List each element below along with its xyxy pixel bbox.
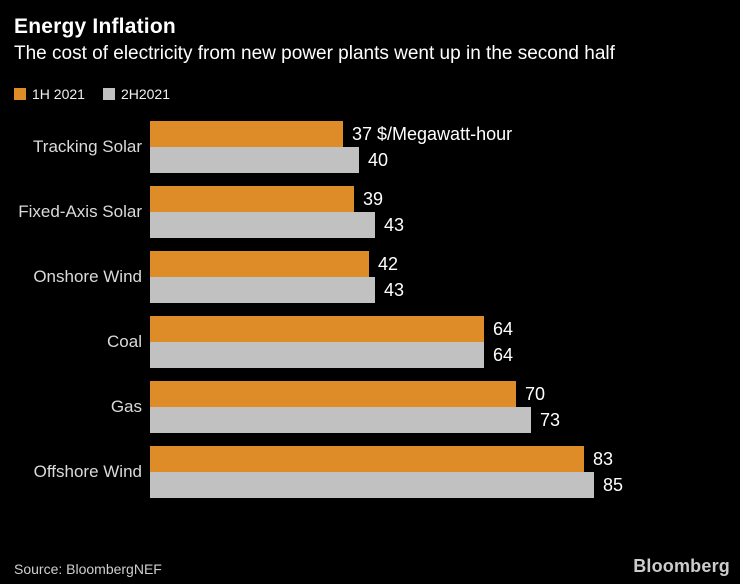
legend-swatch-1h2021 [14, 88, 26, 100]
bar-chart-plot: Tracking Solar 37 $/Megawatt-hour 40 Fixed-… [0, 121, 740, 498]
chart-subtitle: The cost of electricity from new power p… [14, 43, 615, 64]
legend-label: 2H2021 [120, 86, 170, 102]
bar-pair: 42 43 [150, 251, 740, 303]
value-label: 73 [540, 409, 561, 430]
value-label: 43 [384, 214, 405, 235]
bar-line: 37 $/Megawatt-hour [150, 121, 740, 147]
bar-group: Onshore Wind 42 43 [0, 251, 740, 303]
bar-group: Gas 70 73 [0, 381, 740, 433]
value-label: 40 [368, 149, 389, 170]
bar-pair: 83 85 [150, 446, 740, 498]
legend-item-1h2021: 1H 2021 [14, 86, 85, 102]
bar-line: 73 [150, 407, 740, 433]
value-label: 39 [363, 188, 384, 209]
bar-2h2021 [150, 212, 375, 238]
bar-line: 64 [150, 342, 740, 368]
category-label: Coal [107, 332, 142, 351]
bar-line: 64 [150, 316, 740, 342]
bar-pair: 70 73 [150, 381, 740, 433]
value-label: 43 [384, 279, 405, 300]
category-label: Onshore Wind [33, 267, 142, 286]
bar-1h2021 [150, 316, 484, 342]
value-label: 70 [525, 383, 546, 404]
value-label: 37 $/Megawatt-hour [352, 123, 513, 144]
bar-pair: 64 64 [150, 316, 740, 368]
source-note: Source: BloombergNEF [14, 561, 162, 577]
category-label: Offshore Wind [33, 462, 142, 481]
bar-line: 40 [150, 147, 740, 173]
bar-1h2021 [150, 446, 584, 472]
legend: 1H 2021 2H2021 [14, 86, 726, 102]
bar-line: 39 [150, 186, 740, 212]
bar-group: Tracking Solar 37 $/Megawatt-hour 40 [0, 121, 740, 173]
bar-line: 70 [150, 381, 740, 407]
bar-group: Offshore Wind 83 85 [0, 446, 740, 498]
legend-swatch-2h2021 [102, 88, 115, 100]
bar-pair: 37 $/Megawatt-hour 40 [150, 121, 740, 173]
category-label: Tracking Solar [33, 137, 142, 156]
bloomberg-logo: Bloomberg [633, 556, 730, 576]
value-label: 64 [493, 344, 514, 365]
bar-1h2021 [150, 251, 369, 277]
bar-line: 85 [150, 472, 740, 498]
chart-footer: Source: BloombergNEF Bloomberg [14, 556, 730, 577]
bar-group: Fixed-Axis Solar 39 43 [0, 186, 740, 238]
bar-2h2021 [150, 277, 375, 303]
category-label: Fixed-Axis Solar [18, 202, 142, 221]
bar-line: 42 [150, 251, 740, 277]
bar-line: 43 [150, 212, 740, 238]
bar-1h2021 [150, 381, 516, 407]
value-label: 42 [378, 253, 399, 274]
value-label: 83 [593, 448, 614, 469]
category-label: Gas [110, 397, 142, 416]
bar-2h2021 [150, 472, 594, 498]
bar-2h2021 [150, 342, 484, 368]
legend-label: 1H 2021 [32, 86, 85, 102]
value-label: 85 [603, 474, 624, 495]
chart-header: Energy Inflation The cost of electricity… [0, 0, 740, 102]
value-label: 64 [493, 318, 514, 339]
bar-2h2021 [150, 147, 359, 173]
bar-1h2021 [150, 121, 343, 147]
bar-pair: 39 43 [150, 186, 740, 238]
bar-2h2021 [150, 407, 531, 433]
chart-title: Energy Inflation [14, 15, 176, 38]
bar-group: Coal 64 64 [0, 316, 740, 368]
legend-item-2h2021: 2H2021 [102, 86, 170, 102]
bar-1h2021 [150, 186, 354, 212]
bar-line: 43 [150, 277, 740, 303]
bar-line: 83 [150, 446, 740, 472]
